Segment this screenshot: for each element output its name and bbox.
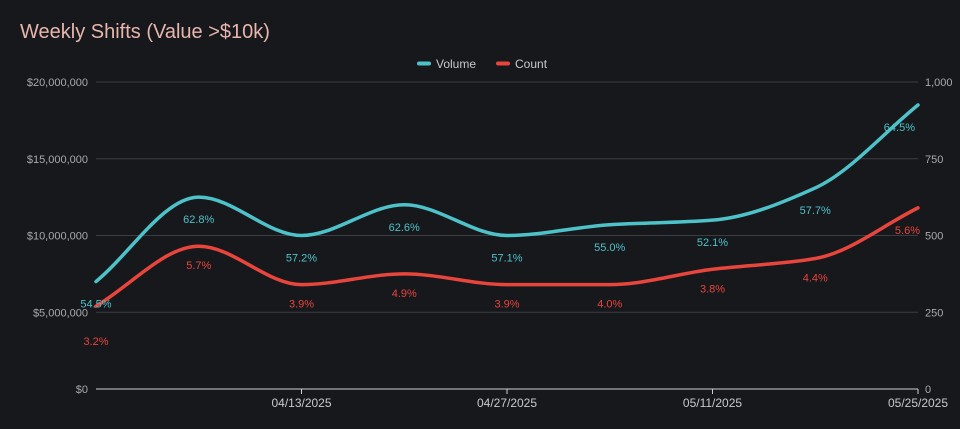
data-label-count: 5.7% xyxy=(186,260,211,272)
x-axis-tick-label: 05/11/2025 xyxy=(683,396,742,410)
right-axis-tick-label: 500 xyxy=(925,231,943,243)
left-axis-ticks: $0 $5,000,000 $10,000,000 $15,000,000 $20,00… xyxy=(27,77,88,396)
data-label-count: 3.2% xyxy=(83,336,108,348)
data-label-volume: 52.1% xyxy=(697,237,728,249)
data-label-volume: 57.7% xyxy=(800,205,831,217)
x-axis-ticks: 04/13/2025 04/27/2025 05/11/2025 05/25/2025 xyxy=(271,389,948,410)
data-label-volume: 57.2% xyxy=(286,253,317,265)
data-label-volume: 62.6% xyxy=(389,222,420,234)
x-axis-tick-label: 04/27/2025 xyxy=(477,396,537,410)
left-axis-tick-label: $5,000,000 xyxy=(33,307,88,319)
data-label-count: 4.4% xyxy=(803,273,828,285)
right-axis-tick-label: 750 xyxy=(925,154,943,166)
x-axis-tick-label: 05/25/2025 xyxy=(888,396,948,410)
right-axis-tick-label: 1,000 xyxy=(925,77,953,89)
right-axis-ticks: 0 250 500 750 1,000 xyxy=(925,77,953,396)
left-axis-tick-label: $10,000,000 xyxy=(27,231,88,243)
legend-item-volume[interactable]: Volume xyxy=(417,57,476,71)
legend-label-volume: Volume xyxy=(436,57,476,71)
left-axis-tick-label: $15,000,000 xyxy=(27,154,88,166)
data-label-count: 3.9% xyxy=(289,299,314,311)
data-label-count: 3.9% xyxy=(494,299,519,311)
right-axis-tick-label: 250 xyxy=(925,307,943,319)
data-label-volume: 55.0% xyxy=(594,242,625,254)
series-line-count[interactable] xyxy=(94,206,920,308)
data-labels: 54.5% 62.8% 57.2% 62.6% 57.1% 55.0% 52.1% 57.7%… xyxy=(80,122,920,348)
series-layer xyxy=(94,103,920,308)
legend-item-count[interactable]: Count xyxy=(496,57,548,71)
legend-swatch-count xyxy=(496,61,510,66)
data-label-count: 4.0% xyxy=(597,299,622,311)
data-label-count: 5.6% xyxy=(895,225,920,237)
legend-swatch-volume xyxy=(417,61,431,66)
left-axis-tick-label: $0 xyxy=(76,384,88,396)
data-label-volume: 54.5% xyxy=(80,299,111,311)
legend-label-count: Count xyxy=(515,57,548,71)
data-label-count: 4.9% xyxy=(392,288,417,300)
data-label-volume: 64.5% xyxy=(884,122,915,134)
legend[interactable]: Volume Count xyxy=(417,57,548,71)
x-axis-tick-label: 04/13/2025 xyxy=(271,396,331,410)
series-line-volume[interactable] xyxy=(94,103,920,284)
left-axis-tick-label: $20,000,000 xyxy=(27,77,88,89)
data-label-volume: 57.1% xyxy=(491,253,522,265)
right-axis-tick-label: 0 xyxy=(925,384,931,396)
data-label-count: 3.8% xyxy=(700,283,725,295)
chart-title: Weekly Shifts (Value >$10k) xyxy=(20,21,270,43)
data-label-volume: 62.8% xyxy=(183,214,214,226)
